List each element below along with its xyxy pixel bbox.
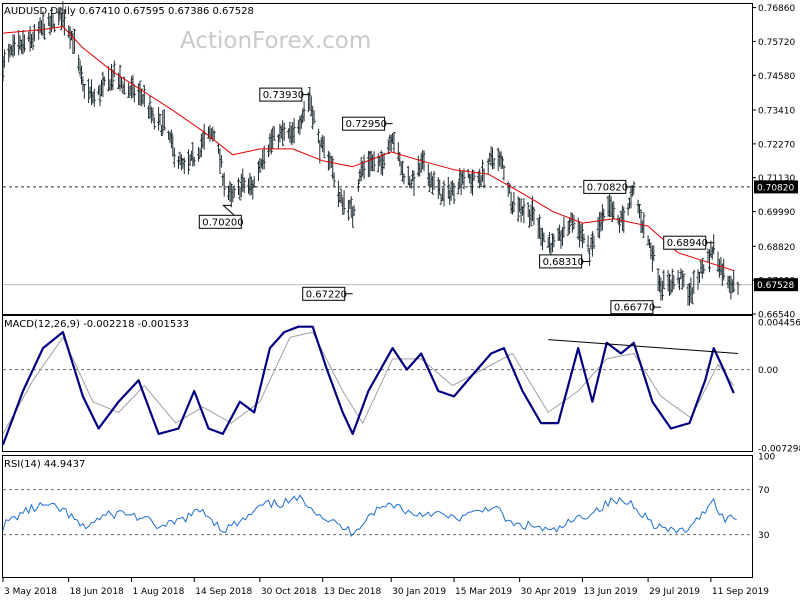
macd-signal-line [3, 332, 734, 434]
macd-line [3, 327, 734, 445]
watermark: ActionForex.com [180, 28, 371, 54]
annotation-label: 0.68310 [543, 257, 584, 268]
x-tick-label: 1 Aug 2018 [132, 587, 184, 597]
macd-panel-frame [3, 316, 753, 452]
x-tick-label: 13 Jun 2019 [583, 587, 637, 597]
price-y-tick-label: 0.76860 [758, 4, 795, 14]
x-tick-label: 15 Mar 2019 [455, 587, 512, 597]
price-annotation: 0.70200 [199, 205, 243, 228]
price-annotation: 0.68940 [664, 236, 714, 249]
annotation-label: 0.73930 [263, 90, 304, 101]
price-annotation: 0.73930 [260, 88, 310, 101]
price-panel: 0.73930 0.72950 0.70200 0.67220 0.70820 0.683… [2, 1, 753, 314]
rsi-line [3, 495, 737, 536]
x-tick-label: 30 Jan 2019 [392, 587, 446, 597]
panel-frames [3, 4, 753, 578]
macd-panel [3, 327, 752, 445]
x-tick-label: 29 Jul 2019 [649, 587, 700, 597]
price-y-tick-label: 0.75720 [758, 38, 795, 48]
rsi-y-tick-label: 70 [758, 486, 770, 496]
macd-title: MACD(12,26,9) -0.002218 -0.001533 [4, 319, 189, 330]
symbol-header: AUDUSD,Daily 0.67410 0.67595 0.67386 0.6… [4, 6, 254, 17]
ohlc-bar [737, 282, 740, 295]
x-tick-label: 30 Apr 2019 [521, 587, 577, 597]
resistance-price-label: 0.70820 [757, 183, 794, 193]
price-y-tick-label: 0.74580 [758, 72, 795, 82]
x-tick-label: 3 May 2018 [4, 587, 57, 597]
annotation-label: 0.70200 [202, 217, 243, 228]
annotation-label: 0.66770 [614, 303, 655, 314]
x-tick-label: 13 Dec 2018 [324, 587, 382, 597]
rsi-y-tick-label: 100 [758, 453, 775, 463]
price-y-tick-label: 0.73410 [758, 107, 795, 117]
annotation-label: 0.68940 [667, 238, 708, 249]
price-y-tick-label: 0.68820 [758, 243, 795, 253]
price-annotation: 0.72950 [343, 117, 393, 130]
rsi-title: RSI(14) 44.9437 [4, 459, 85, 470]
price-annotation: 0.66770 [611, 301, 661, 314]
price-panel-frame [3, 4, 753, 315]
annotation-label: 0.70820 [587, 182, 628, 193]
annotation-label: 0.67220 [306, 289, 347, 300]
current-price-label: 0.67528 [757, 281, 794, 291]
macd-y-tick-label: 0.00 [758, 366, 778, 376]
price-y-tick-label: 0.69990 [758, 208, 795, 218]
moving-average-line [3, 27, 734, 271]
price-annotation: 0.68310 [540, 255, 590, 268]
annotation-label: 0.72950 [346, 119, 387, 130]
macd-y-tick-label: 0.004456 [758, 318, 800, 328]
price-annotation: 0.70820 [584, 180, 634, 193]
price-y-tick-label: 0.72270 [758, 140, 795, 150]
x-tick-label: 30 Oct 2018 [261, 587, 317, 597]
rsi-y-tick-label: 30 [758, 531, 770, 541]
rsi-panel [3, 490, 752, 536]
price-annotation: 0.67220 [303, 287, 353, 300]
x-tick-label: 18 Jun 2018 [70, 587, 124, 597]
x-tick-label: 14 Sep 2018 [195, 587, 252, 597]
x-tick-label: 11 Sep 2019 [712, 587, 769, 597]
